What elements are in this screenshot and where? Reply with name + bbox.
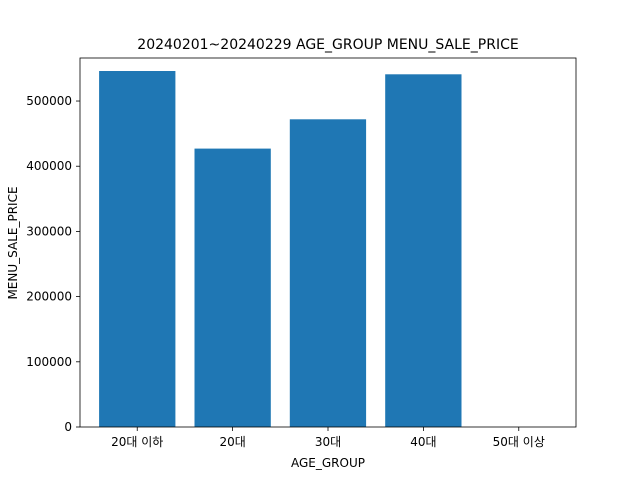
x-axis-ticks: 20대 이하 20대 30대 40대 50대 이상 — [111, 427, 545, 449]
bar-1 — [194, 148, 271, 427]
x-tick-label: 30대 — [315, 435, 341, 449]
bar-0 — [99, 71, 176, 427]
y-tick-label: 200000 — [26, 290, 72, 304]
y-axis-label: MENU_SALE_PRICE — [6, 186, 20, 299]
x-axis-label: AGE_GROUP — [291, 456, 365, 470]
y-tick-label: 100000 — [26, 355, 72, 369]
bar-2 — [289, 119, 367, 428]
x-tick-label: 40대 — [410, 435, 436, 449]
plot-frame — [79, 57, 577, 428]
x-tick-label: 20대 이하 — [111, 435, 163, 449]
y-tick-label: 300000 — [26, 224, 72, 238]
chart-title: 20240201~20240229 AGE_GROUP MENU_SALE_PR… — [137, 37, 518, 53]
x-tick-label: 50대 이상 — [493, 435, 545, 449]
bars-group — [99, 71, 462, 428]
y-tick-label: 400000 — [26, 159, 72, 173]
y-tick-label: 500000 — [26, 94, 72, 108]
y-axis-ticks: 0 100000 200000 300000 400000 500000 — [26, 94, 80, 434]
y-tick-label: 0 — [64, 420, 72, 434]
bar-3 — [385, 74, 462, 428]
x-tick-label: 20대 — [219, 435, 245, 449]
